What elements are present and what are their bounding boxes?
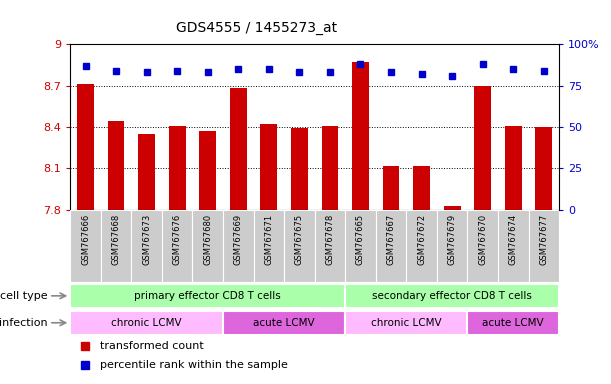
Bar	[376, 210, 406, 282]
Bar	[529, 210, 559, 282]
Text: GSM767673: GSM767673	[142, 214, 151, 265]
Text: GSM767680: GSM767680	[203, 214, 212, 265]
Bar	[284, 210, 315, 282]
Bar	[230, 88, 247, 210]
Bar	[223, 311, 345, 335]
Text: chronic LCMV: chronic LCMV	[371, 318, 442, 328]
Text: cell type: cell type	[0, 291, 48, 301]
Bar	[192, 210, 223, 282]
Bar	[345, 311, 467, 335]
Bar	[382, 166, 400, 210]
Bar	[101, 210, 131, 282]
Text: GSM767669: GSM767669	[234, 214, 243, 265]
Bar	[444, 206, 461, 210]
Bar	[70, 210, 101, 282]
Bar	[413, 166, 430, 210]
Text: GSM767675: GSM767675	[295, 214, 304, 265]
Bar	[131, 210, 162, 282]
Bar	[260, 124, 277, 210]
Bar	[352, 62, 369, 210]
Bar	[467, 210, 498, 282]
Bar	[345, 210, 376, 282]
Bar	[70, 284, 345, 308]
Text: GSM767671: GSM767671	[265, 214, 273, 265]
Text: infection: infection	[0, 318, 48, 328]
Bar	[474, 86, 491, 210]
Text: GSM767666: GSM767666	[81, 214, 90, 265]
Bar	[223, 210, 254, 282]
Bar	[70, 311, 223, 335]
Text: GSM767672: GSM767672	[417, 214, 426, 265]
Text: GSM767667: GSM767667	[387, 214, 395, 265]
Text: primary effector CD8 T cells: primary effector CD8 T cells	[134, 291, 281, 301]
Bar	[467, 311, 559, 335]
Bar	[138, 134, 155, 210]
Text: acute LCMV: acute LCMV	[254, 318, 315, 328]
Bar	[505, 126, 522, 210]
Text: chronic LCMV: chronic LCMV	[111, 318, 182, 328]
Text: GSM767674: GSM767674	[509, 214, 518, 265]
Text: acute LCMV: acute LCMV	[483, 318, 544, 328]
Bar	[108, 121, 125, 210]
Text: GDS4555 / 1455273_at: GDS4555 / 1455273_at	[176, 21, 337, 35]
Text: GSM767670: GSM767670	[478, 214, 487, 265]
Text: GSM767679: GSM767679	[448, 214, 456, 265]
Bar	[437, 210, 467, 282]
Text: secondary effector CD8 T cells: secondary effector CD8 T cells	[372, 291, 532, 301]
Text: GSM767677: GSM767677	[540, 214, 548, 265]
Bar	[315, 210, 345, 282]
Text: GSM767668: GSM767668	[112, 214, 120, 265]
Bar	[535, 127, 552, 210]
Bar	[162, 210, 192, 282]
Bar	[406, 210, 437, 282]
Bar	[321, 126, 338, 210]
Bar	[169, 126, 186, 210]
Text: percentile rank within the sample: percentile rank within the sample	[100, 359, 287, 369]
Bar	[498, 210, 529, 282]
Text: transformed count: transformed count	[100, 341, 203, 351]
Bar	[291, 128, 308, 210]
Text: GSM767665: GSM767665	[356, 214, 365, 265]
Bar	[199, 131, 216, 210]
Bar	[345, 284, 559, 308]
Bar	[254, 210, 284, 282]
Text: GSM767676: GSM767676	[173, 214, 181, 265]
Text: GSM767678: GSM767678	[326, 214, 334, 265]
Bar	[77, 84, 94, 210]
